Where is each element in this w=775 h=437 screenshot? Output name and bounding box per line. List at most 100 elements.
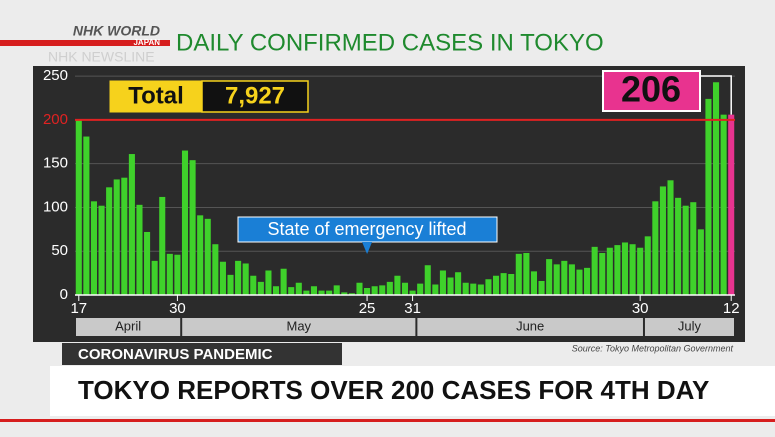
bar bbox=[477, 284, 484, 295]
bar bbox=[242, 263, 249, 295]
bar bbox=[136, 204, 143, 295]
bar bbox=[166, 253, 173, 295]
bar bbox=[447, 277, 454, 295]
bar bbox=[675, 197, 682, 295]
annotation-pointer bbox=[362, 242, 373, 254]
chart-title: DAILY CONFIRMED CASES IN TOKYO bbox=[176, 29, 604, 56]
bar bbox=[227, 274, 234, 295]
bar bbox=[265, 270, 272, 295]
bar bbox=[151, 260, 158, 295]
bar bbox=[485, 279, 492, 295]
bar bbox=[508, 273, 515, 295]
bar bbox=[364, 287, 371, 295]
bar bbox=[659, 186, 666, 295]
tag-text: CORONAVIRUS PANDEMIC bbox=[78, 346, 273, 363]
bar bbox=[705, 98, 712, 295]
bar bbox=[348, 293, 355, 295]
bar bbox=[546, 259, 553, 295]
month-label: April bbox=[115, 318, 141, 333]
bar bbox=[379, 285, 386, 295]
bar bbox=[295, 282, 302, 295]
bar bbox=[310, 286, 317, 295]
bar bbox=[90, 201, 97, 295]
bar bbox=[181, 150, 189, 295]
bar bbox=[250, 275, 257, 295]
bar bbox=[629, 244, 636, 295]
bar bbox=[621, 242, 629, 295]
bar bbox=[288, 287, 295, 295]
month-band bbox=[417, 318, 643, 336]
bar bbox=[235, 260, 242, 295]
bar bbox=[121, 177, 128, 295]
headline: TOKYO REPORTS OVER 200 CASES FOR 4TH DAY bbox=[78, 375, 709, 405]
bar bbox=[394, 275, 401, 295]
bar bbox=[303, 290, 310, 295]
bar bbox=[584, 267, 591, 295]
bar bbox=[576, 269, 583, 295]
bar bbox=[652, 201, 659, 295]
bar bbox=[606, 247, 613, 295]
bar bbox=[333, 285, 340, 295]
month-label: May bbox=[287, 318, 312, 333]
latest-connector bbox=[700, 75, 732, 115]
bar bbox=[530, 271, 537, 295]
x-tick-label: 12 bbox=[723, 300, 740, 317]
bar bbox=[720, 114, 727, 295]
bar bbox=[591, 246, 598, 295]
bar bbox=[561, 260, 568, 295]
bar bbox=[197, 215, 204, 295]
month-band bbox=[76, 318, 181, 336]
bar bbox=[98, 205, 105, 295]
bar bbox=[614, 245, 621, 295]
brand-name: NHK WORLD bbox=[73, 23, 160, 39]
y-tick-label: 0 bbox=[60, 286, 68, 303]
bar bbox=[682, 205, 689, 295]
bar bbox=[493, 275, 500, 295]
bar bbox=[257, 281, 264, 295]
tag-box bbox=[62, 343, 342, 365]
bar bbox=[113, 179, 120, 295]
logo-stripe bbox=[0, 40, 170, 46]
total-label: Total bbox=[128, 82, 184, 109]
bar bbox=[538, 280, 545, 295]
latest-label: 206 bbox=[621, 69, 681, 110]
bar bbox=[159, 196, 166, 295]
bar bbox=[697, 229, 704, 295]
month-label: June bbox=[516, 318, 544, 333]
headline-box bbox=[50, 366, 775, 416]
bar bbox=[424, 265, 431, 295]
bar bbox=[219, 261, 226, 295]
bar bbox=[644, 236, 651, 295]
x-tick-label: 25 bbox=[359, 300, 376, 317]
bar bbox=[326, 290, 333, 295]
bar bbox=[462, 282, 469, 295]
bar bbox=[341, 292, 348, 295]
program-name: NHK NEWSLINE bbox=[48, 49, 155, 65]
bar bbox=[212, 244, 219, 295]
x-tick-label: 30 bbox=[632, 300, 649, 317]
bar bbox=[409, 290, 416, 295]
x-tick-label: 17 bbox=[70, 300, 87, 317]
y-tick-label: 250 bbox=[43, 67, 68, 84]
month-label: July bbox=[678, 318, 702, 333]
bar bbox=[599, 252, 606, 295]
bar bbox=[318, 290, 325, 295]
bar bbox=[553, 264, 560, 295]
brand-region: JAPAN bbox=[133, 38, 160, 47]
annotation: State of emergency lifted bbox=[267, 219, 466, 239]
bar bbox=[106, 187, 113, 295]
source: Source: Tokyo Metropolitan Government bbox=[572, 343, 734, 353]
bar bbox=[75, 119, 82, 295]
bar bbox=[455, 272, 462, 295]
bar bbox=[83, 136, 90, 295]
month-band bbox=[644, 318, 734, 336]
bar bbox=[439, 270, 446, 295]
bar bbox=[713, 82, 720, 296]
bar bbox=[515, 253, 522, 295]
bar bbox=[144, 231, 151, 295]
bar bbox=[667, 180, 674, 295]
x-tick-label: 31 bbox=[404, 300, 421, 317]
bar bbox=[417, 283, 424, 295]
y-tick-label: 200 bbox=[43, 111, 68, 128]
